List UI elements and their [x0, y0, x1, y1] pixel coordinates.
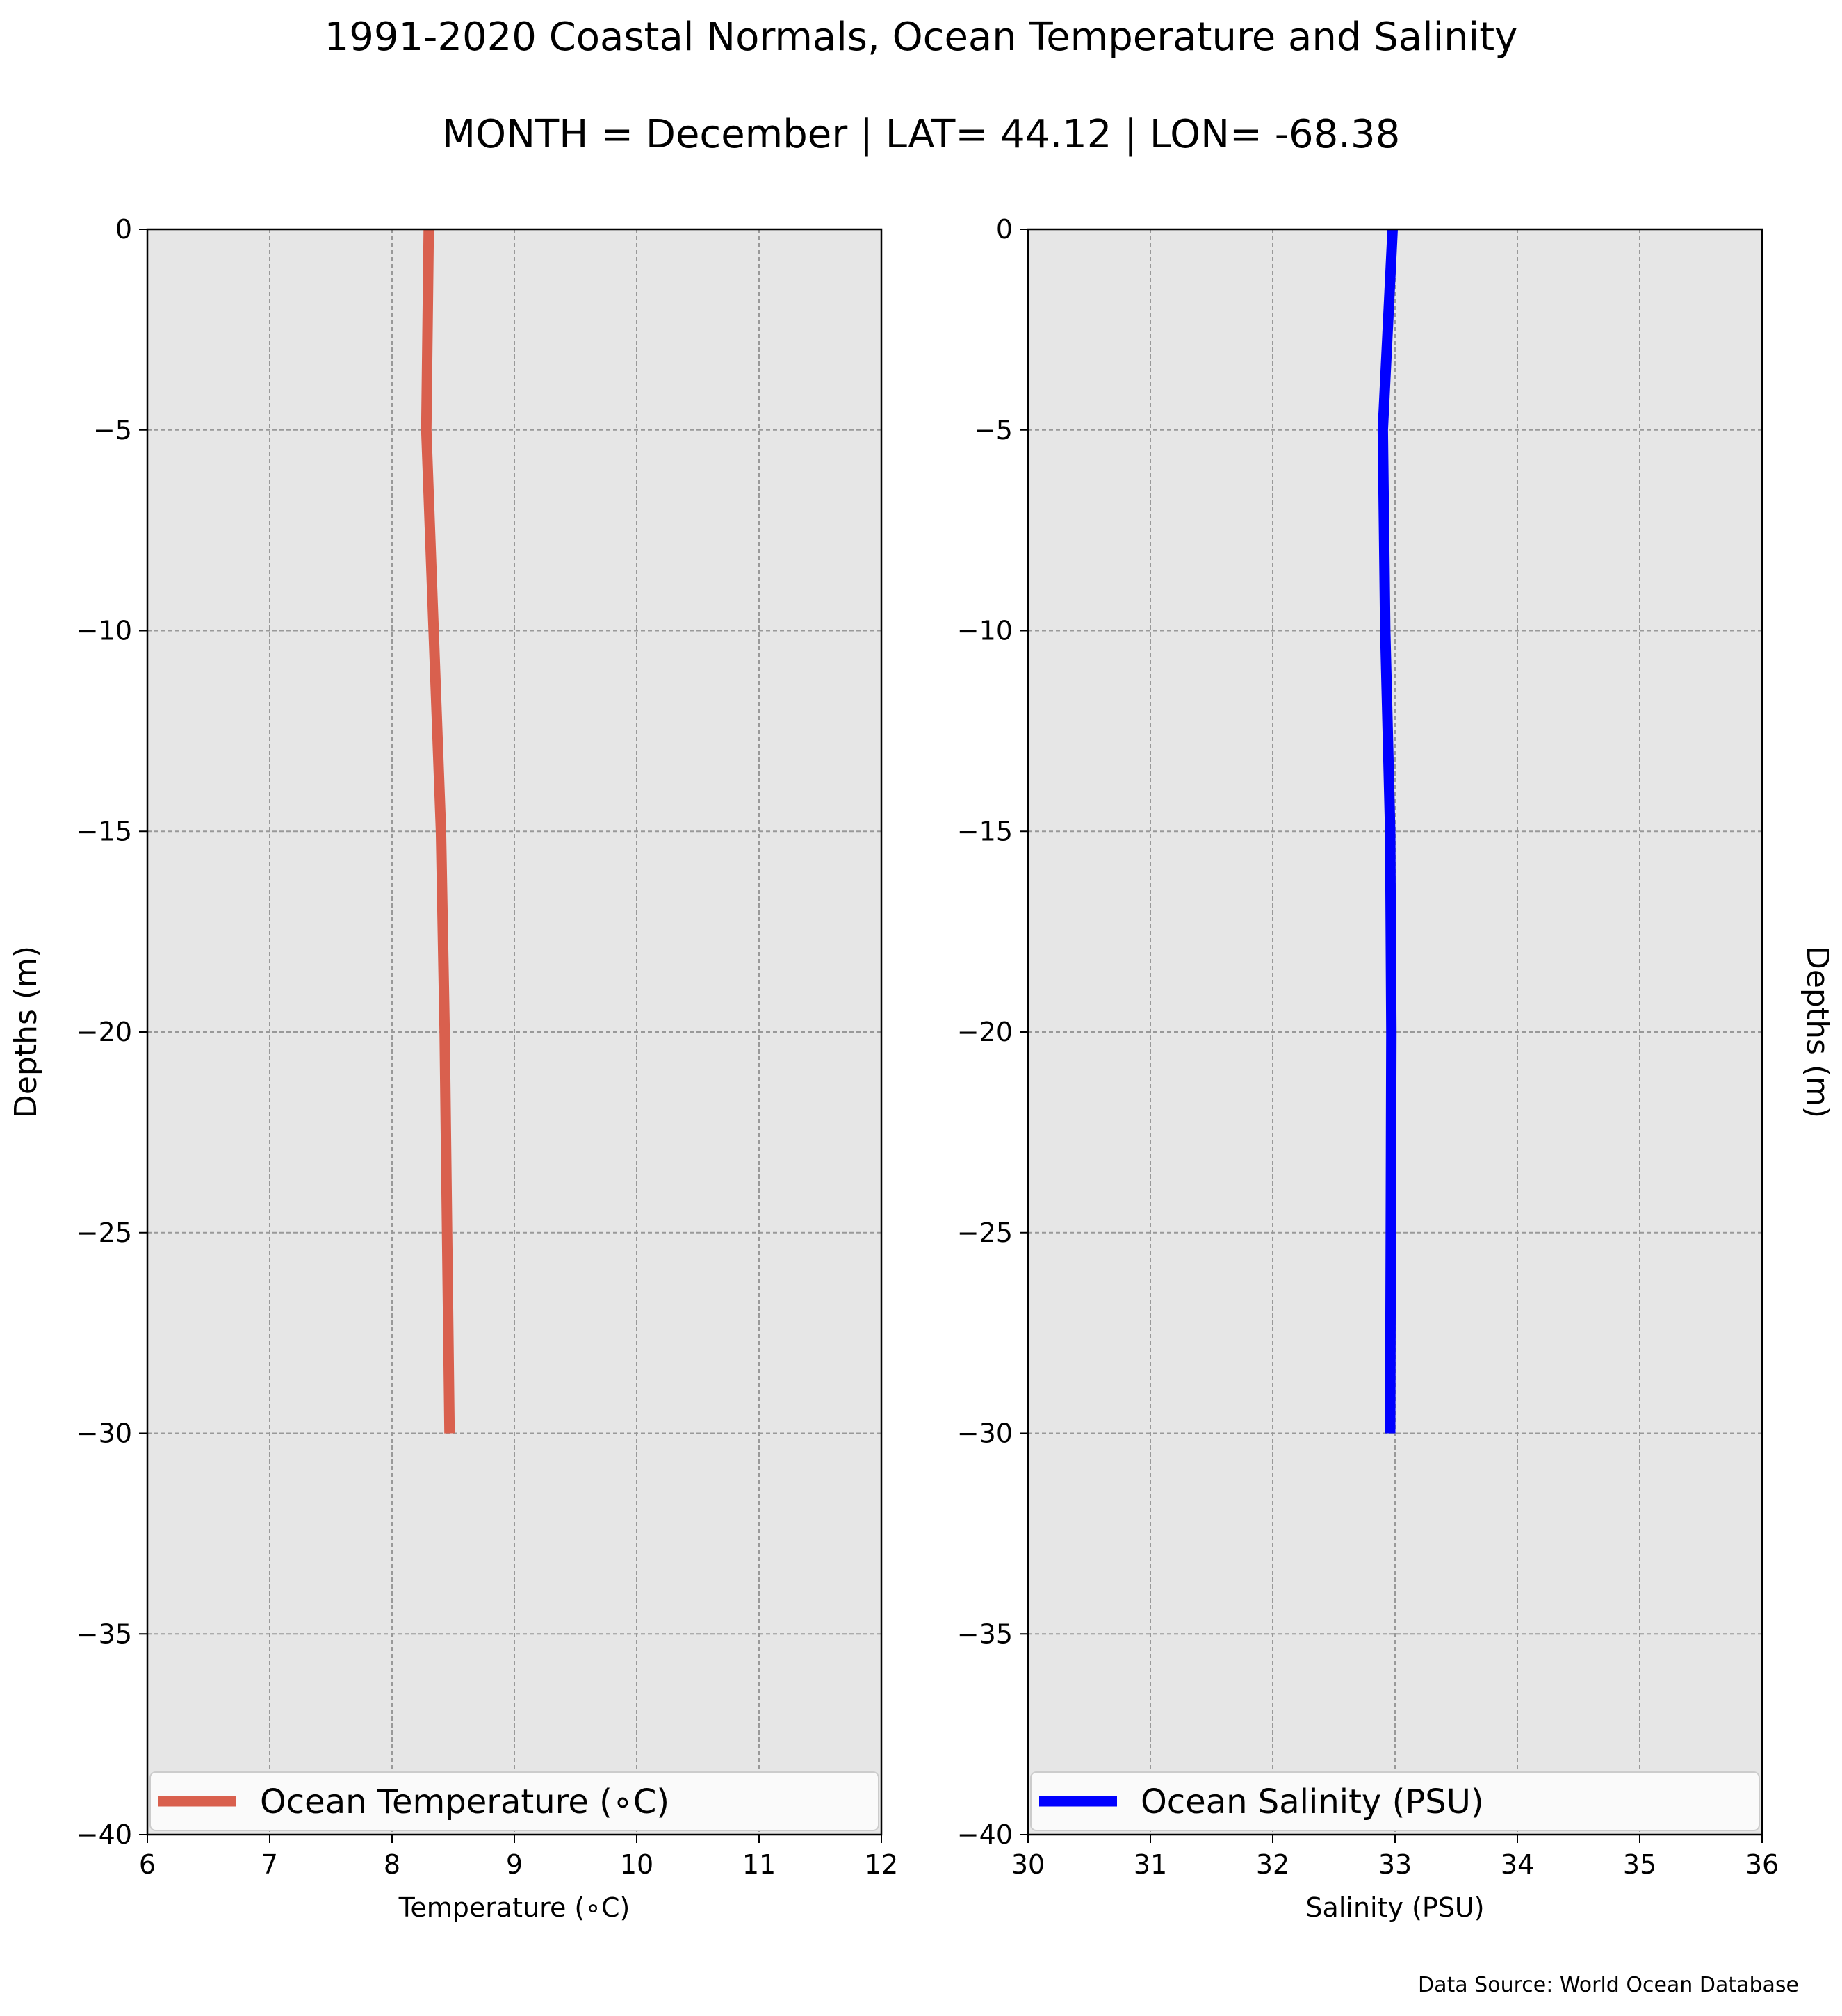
salinity-axes-frame: [1027, 228, 1763, 1836]
temperature-x-tick-label: 8: [384, 1849, 400, 1880]
temperature-y-tick-label: −25: [76, 1218, 132, 1248]
salinity-y-tick-label: −30: [957, 1418, 1013, 1449]
salinity-legend-box: [1030, 1771, 1760, 1831]
temperature-legend-box: [149, 1771, 879, 1831]
salinity-legend: Ocean Salinity (PSU): [1030, 1771, 1760, 1831]
temperature-y-ticks: 0 −5 −10 −15 −20 −25 −30 −35 −40: [76, 214, 147, 1850]
salinity-y-axis-label: Depths (m): [1800, 946, 1835, 1118]
temperature-y-tick-label: −15: [76, 816, 132, 846]
temperature-legend-label: Ocean Temperature (∘C): [260, 1783, 669, 1821]
temperature-series-line: [421, 229, 455, 1434]
salinity-x-tick-label: 33: [1378, 1849, 1412, 1880]
temperature-legend: Ocean Temperature (∘C): [149, 1771, 879, 1831]
salinity-x-tick-label: 34: [1501, 1849, 1534, 1880]
temperature-x-tick-label: 11: [742, 1849, 776, 1880]
salinity-legend-label: Ocean Salinity (PSU): [1141, 1783, 1484, 1821]
temperature-x-ticks: 6 7 8 9 10 11 12: [139, 1835, 898, 1880]
salinity-y-tick-label: −5: [974, 415, 1013, 445]
salinity-y-tick-label: −15: [957, 816, 1013, 846]
temperature-axes-frame: [146, 228, 883, 1836]
salinity-panel: 30 31 32 33 34 35 36 0−5−10−15−20−25−30−35−40 …: [957, 214, 1835, 1923]
temperature-y-tick-label: −20: [76, 1017, 132, 1047]
data-source-note: Data Source: World Ocean Database: [1418, 1973, 1799, 1997]
temperature-y-tick-label: −40: [76, 1819, 132, 1850]
temperature-x-tick-label: 12: [865, 1849, 898, 1880]
chart-subtitle: MONTH = December | LAT= 44.12 | LON= -68…: [442, 112, 1401, 157]
salinity-y-ticks: 0 −5 −10 −15 −20 −25 −30 −35 −40: [957, 214, 1028, 1850]
temperature-x-tick-label: 10: [620, 1849, 653, 1880]
salinity-x-tick-label: 35: [1623, 1849, 1656, 1880]
temperature-x-tick-label: 9: [506, 1849, 523, 1880]
temperature-y-tick-label: −30: [76, 1418, 132, 1449]
temperature-x-tick-label: 7: [261, 1849, 278, 1880]
temperature-y-tick-label: −35: [76, 1618, 132, 1649]
chart-title: 1991-2020 Coastal Normals, Ocean Tempera…: [325, 15, 1518, 60]
temperature-x-tick-label: 6: [139, 1849, 156, 1880]
salinity-y-tick-label: −40: [957, 1819, 1013, 1850]
temperature-y-tick-label: −5: [93, 415, 132, 445]
salinity-x-tick-label: 31: [1134, 1849, 1167, 1880]
salinity-y-tick-label: −10: [957, 616, 1013, 646]
temperature-x-axis-label: Temperature (∘C): [398, 1892, 630, 1923]
salinity-x-axis-label: Salinity (PSU): [1305, 1892, 1484, 1923]
salinity-x-tick-label: 30: [1011, 1849, 1045, 1880]
salinity-x-tick-label: 32: [1256, 1849, 1289, 1880]
salinity-y-tick-label: −25: [957, 1218, 1013, 1248]
salinity-y-tick-label: −35: [957, 1618, 1013, 1649]
salinity-y-tick-label: −20: [957, 1017, 1013, 1047]
salinity-series-line: [1377, 229, 1398, 1434]
salinity-x-tick-label: 36: [1745, 1849, 1779, 1880]
temperature-y-axis-label: Depths (m): [8, 946, 44, 1118]
salinity-y-tick-label: 0: [996, 214, 1013, 245]
salinity-x-ticks: 30 31 32 33 34 35 36: [1011, 1835, 1779, 1880]
temperature-panel: 6 7 8 9 10 11 12 0 −5 −10 −15 −20 −25 −30 −35 −40 Ocea…: [8, 214, 898, 1923]
temperature-y-tick-label: −10: [76, 616, 132, 646]
temperature-y-tick-label: 0: [115, 214, 132, 245]
